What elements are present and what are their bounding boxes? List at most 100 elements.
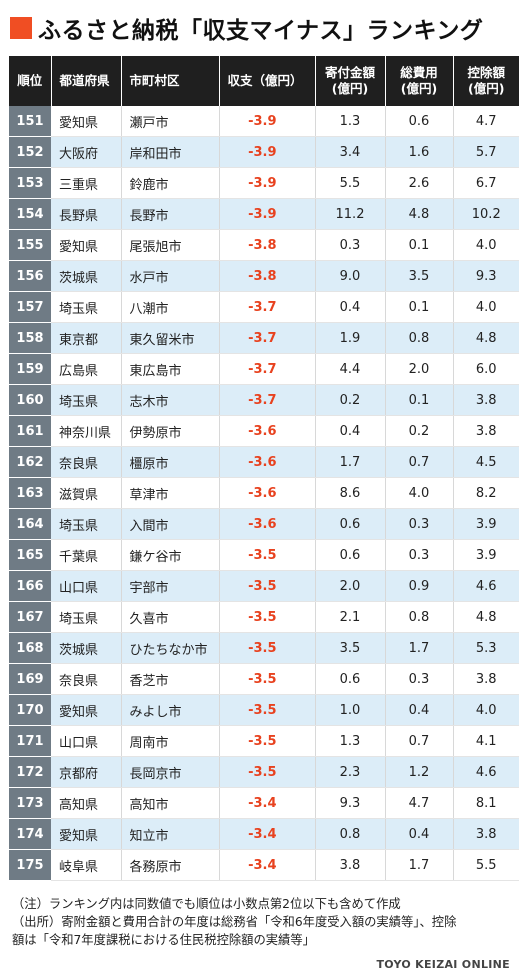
rank-cell: 170	[9, 694, 51, 726]
city-cell: 志木市	[121, 384, 220, 416]
rank-cell: 156	[9, 260, 51, 292]
prefecture-cell: 奈良県	[51, 446, 122, 478]
rank-cell: 166	[9, 570, 51, 602]
costs-cell: 0.3	[385, 508, 454, 540]
balance-cell: -3.5	[219, 663, 316, 695]
costs-cell: 2.0	[385, 353, 454, 385]
prefecture-cell: 高知県	[51, 787, 122, 819]
deduction-cell: 4.8	[453, 322, 519, 354]
donations-cell: 1.3	[315, 106, 386, 137]
city-cell: 長野市	[121, 198, 220, 230]
donations-cell: 3.5	[315, 632, 386, 664]
rank-cell: 172	[9, 756, 51, 788]
rank-cell: 175	[9, 849, 51, 881]
header-donations: 寄付金額 (億円)	[315, 56, 386, 106]
prefecture-cell: 埼玉県	[51, 508, 122, 540]
donations-cell: 0.4	[315, 291, 386, 323]
prefecture-cell: 愛知県	[51, 694, 122, 726]
city-cell: 鈴鹿市	[121, 167, 220, 199]
costs-cell: 4.0	[385, 477, 454, 509]
deduction-cell: 4.1	[453, 725, 519, 757]
header-costs: 総費用 (億円)	[385, 56, 454, 106]
deduction-cell: 6.0	[453, 353, 519, 385]
table-row: 173 高知県 高知市 -3.4 9.3 4.7 8.1	[9, 787, 519, 819]
prefecture-cell: 愛知県	[51, 818, 122, 850]
costs-cell: 0.1	[385, 384, 454, 416]
deduction-cell: 3.8	[453, 663, 519, 695]
page-title: ふるさと納税「収支マイナス」ランキング	[38, 18, 484, 44]
rank-cell: 152	[9, 136, 51, 168]
costs-cell: 0.2	[385, 415, 454, 447]
table-row: 154 長野県 長野市 -3.9 11.2 4.8 10.2	[9, 198, 519, 230]
city-cell: 草津市	[121, 477, 220, 509]
donations-cell: 0.6	[315, 663, 386, 695]
city-cell: 宇部市	[121, 570, 220, 602]
balance-cell: -3.8	[219, 260, 316, 292]
deduction-cell: 5.5	[453, 849, 519, 881]
rank-cell: 162	[9, 446, 51, 478]
city-cell: みよし市	[121, 694, 220, 726]
donations-cell: 5.5	[315, 167, 386, 199]
rank-cell: 159	[9, 353, 51, 385]
table-row: 175 岐阜県 各務原市 -3.4 3.8 1.7 5.5	[9, 849, 519, 881]
prefecture-cell: 愛知県	[51, 229, 122, 261]
publisher-credit: TOYO KEIZAI ONLINE	[376, 958, 510, 971]
prefecture-cell: 岐阜県	[51, 849, 122, 881]
deduction-cell: 4.0	[453, 694, 519, 726]
costs-cell: 3.5	[385, 260, 454, 292]
city-cell: 長岡京市	[121, 756, 220, 788]
balance-cell: -3.9	[219, 106, 316, 137]
table-row: 159 広島県 東広島市 -3.7 4.4 2.0 6.0	[9, 353, 519, 385]
deduction-cell: 3.8	[453, 415, 519, 447]
city-cell: 水戸市	[121, 260, 220, 292]
rank-cell: 174	[9, 818, 51, 850]
costs-cell: 1.7	[385, 632, 454, 664]
balance-cell: -3.6	[219, 446, 316, 478]
header-rank: 順位	[9, 56, 52, 106]
balance-cell: -3.7	[219, 291, 316, 323]
city-cell: 東広島市	[121, 353, 220, 385]
rank-cell: 157	[9, 291, 51, 323]
rank-cell: 168	[9, 632, 51, 664]
table-row: 174 愛知県 知立市 -3.4 0.8 0.4 3.8	[9, 818, 519, 850]
title-accent-square	[10, 17, 32, 39]
donations-cell: 3.4	[315, 136, 386, 168]
deduction-cell: 8.1	[453, 787, 519, 819]
prefecture-cell: 山口県	[51, 570, 122, 602]
city-cell: 尾張旭市	[121, 229, 220, 261]
rank-cell: 165	[9, 539, 51, 571]
donations-cell: 9.0	[315, 260, 386, 292]
prefecture-cell: 山口県	[51, 725, 122, 757]
balance-cell: -3.7	[219, 384, 316, 416]
donations-cell: 0.8	[315, 818, 386, 850]
prefecture-cell: 広島県	[51, 353, 122, 385]
balance-cell: -3.5	[219, 756, 316, 788]
donations-cell: 2.0	[315, 570, 386, 602]
prefecture-cell: 埼玉県	[51, 291, 122, 323]
donations-cell: 11.2	[315, 198, 386, 230]
table-row: 160 埼玉県 志木市 -3.7 0.2 0.1 3.8	[9, 384, 519, 416]
costs-cell: 1.2	[385, 756, 454, 788]
table-row: 164 埼玉県 入間市 -3.6 0.6 0.3 3.9	[9, 508, 519, 540]
rank-cell: 171	[9, 725, 51, 757]
footnote-source: （出所）寄附金額と費用合計の年度は総務省「令和6年度受入額の実績等」、控除	[12, 915, 457, 929]
prefecture-cell: 京都府	[51, 756, 122, 788]
rank-cell: 155	[9, 229, 51, 261]
donations-cell: 2.3	[315, 756, 386, 788]
prefecture-cell: 奈良県	[51, 663, 122, 695]
table-row: 167 埼玉県 久喜市 -3.5 2.1 0.8 4.8	[9, 601, 519, 633]
prefecture-cell: 千葉県	[51, 539, 122, 571]
deduction-cell: 4.6	[453, 756, 519, 788]
deduction-cell: 4.8	[453, 601, 519, 633]
table-row: 157 埼玉県 八潮市 -3.7 0.4 0.1 4.0	[9, 291, 519, 323]
city-cell: 伊勢原市	[121, 415, 220, 447]
header-city: 市町村区	[121, 56, 220, 106]
rank-cell: 153	[9, 167, 51, 199]
table-row: 172 京都府 長岡京市 -3.5 2.3 1.2 4.6	[9, 756, 519, 788]
table-row: 151 愛知県 瀬戸市 -3.9 1.3 0.6 4.7	[9, 106, 519, 137]
city-cell: 鎌ケ谷市	[121, 539, 220, 571]
balance-cell: -3.5	[219, 632, 316, 664]
balance-cell: -3.9	[219, 136, 316, 168]
table-row: 153 三重県 鈴鹿市 -3.9 5.5 2.6 6.7	[9, 167, 519, 199]
city-cell: 周南市	[121, 725, 220, 757]
